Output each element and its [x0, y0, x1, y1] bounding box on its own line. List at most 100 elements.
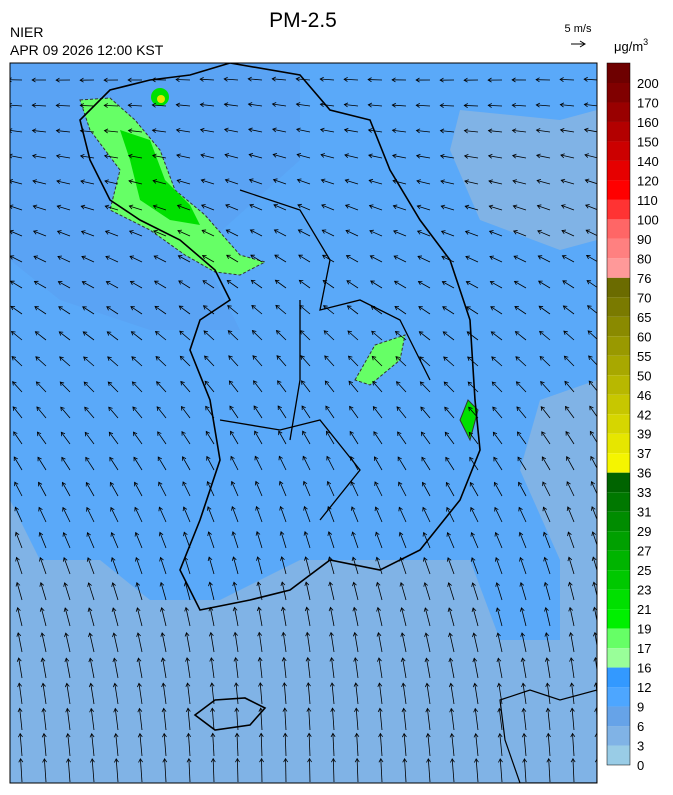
wind-arrowhead: [469, 481, 475, 487]
wind-arrowhead: [464, 230, 470, 235]
wind-arrowhead: [208, 606, 214, 612]
wind-arrow: [421, 431, 431, 445]
wind-arrowhead: [109, 456, 114, 462]
wind-arrowhead: [253, 405, 258, 411]
wind-arrow: [225, 204, 239, 211]
wind-arrowhead: [272, 178, 278, 183]
wind-arrowhead: [134, 531, 140, 537]
wind-arrowhead: [343, 127, 349, 133]
wind-arrowhead: [66, 758, 71, 763]
wind-arrow: [260, 733, 263, 757]
wind-arrowhead: [59, 356, 64, 361]
wind-arrowhead: [563, 330, 568, 336]
wind-arrow: [322, 280, 335, 289]
wind-arrow: [301, 380, 311, 393]
wind-arrowhead: [128, 179, 133, 184]
wind-arrowhead: [307, 757, 312, 763]
wind-arrowhead: [113, 732, 119, 738]
wind-arrowhead: [591, 506, 596, 511]
wind-arrowhead: [85, 456, 90, 462]
wind-arrow: [38, 507, 47, 523]
wind-arrow: [32, 130, 47, 133]
wind-arrowhead: [137, 682, 142, 688]
wind-arrow: [135, 557, 143, 575]
colorbar-swatch: [607, 141, 630, 161]
wind-arrowhead: [423, 607, 429, 612]
wind-arrowhead: [424, 657, 430, 663]
wind-arrowhead: [324, 380, 330, 386]
wind-arrow: [352, 557, 359, 575]
wind-arrowhead: [103, 103, 108, 108]
wind-arrow: [304, 506, 311, 523]
colorbar-swatch: [607, 433, 630, 454]
wind-arrowhead: [295, 76, 300, 82]
wind-arrowhead: [137, 707, 143, 713]
wind-arrow: [104, 130, 119, 133]
wind-arrowhead: [39, 582, 45, 587]
wind-arrowhead: [250, 254, 255, 259]
wind-arrowhead: [182, 481, 187, 486]
wind-arrowhead: [367, 77, 372, 83]
wind-arrowhead: [185, 657, 190, 662]
wind-arrow: [587, 330, 597, 340]
wind-arrow: [420, 381, 431, 393]
wind-arrow: [547, 733, 551, 757]
wind-arrow: [571, 708, 575, 731]
wind-arrow: [512, 129, 527, 133]
wind-arrow: [205, 431, 215, 445]
wind-arrow: [161, 607, 167, 627]
wind-arrowhead: [374, 506, 380, 512]
colorbar-label: 27: [637, 544, 651, 559]
wind-arrowhead: [493, 456, 498, 462]
wind-arrow: [159, 532, 167, 549]
wind-arrowhead: [395, 381, 401, 386]
wind-arrowhead: [233, 656, 239, 662]
wind-arrowhead: [299, 304, 304, 310]
wind-arrowhead: [300, 355, 305, 360]
wind-arrow: [426, 708, 431, 731]
wind-arrow: [275, 305, 287, 315]
wind-arrowhead: [283, 757, 289, 763]
wind-arrow: [89, 658, 95, 679]
wind-arrow: [565, 406, 575, 419]
colorbar-swatch: [607, 102, 630, 122]
wind-arrowhead: [512, 230, 518, 235]
wind-arrowhead: [112, 632, 117, 638]
wind-arrowhead: [87, 582, 92, 587]
wind-arrow: [569, 582, 575, 601]
wind-arrowhead: [16, 607, 21, 612]
wind-arrowhead: [570, 757, 576, 763]
wind-arrow: [418, 281, 431, 289]
wind-arrow: [105, 205, 119, 211]
wind-arrow: [235, 657, 239, 679]
wind-arrow: [300, 330, 311, 341]
wind-arrow: [448, 607, 455, 627]
wind-arrow: [469, 482, 479, 497]
wind-arrowhead: [14, 531, 20, 537]
wind-arrow: [230, 431, 239, 445]
wind-arrow: [449, 633, 455, 653]
colorbar-label: 76: [637, 271, 651, 286]
wind-arrow: [114, 708, 119, 731]
wind-arrow: [188, 733, 191, 757]
wind-arrow: [177, 230, 191, 237]
colorbar-swatch: [607, 472, 630, 493]
wind-arrowhead: [588, 355, 593, 360]
wind-arrowhead: [488, 204, 494, 210]
wind-arrow: [513, 255, 527, 263]
wind-arrow: [32, 104, 47, 107]
wind-arrowhead: [440, 204, 446, 210]
wind-arrowhead: [585, 204, 590, 209]
wind-arrowhead: [41, 682, 46, 688]
wind-arrow: [536, 104, 551, 107]
wind-arrowhead: [86, 557, 92, 562]
wind-arrowhead: [160, 607, 165, 612]
wind-arrow: [248, 103, 263, 107]
pm-region-high: [157, 95, 165, 103]
wind-arrow: [152, 180, 167, 185]
wind-arrow: [546, 657, 551, 679]
wind-arrow: [568, 557, 575, 575]
wind-arrow: [283, 682, 287, 705]
wind-arrowhead: [517, 431, 522, 437]
wind-arrow: [280, 506, 287, 523]
